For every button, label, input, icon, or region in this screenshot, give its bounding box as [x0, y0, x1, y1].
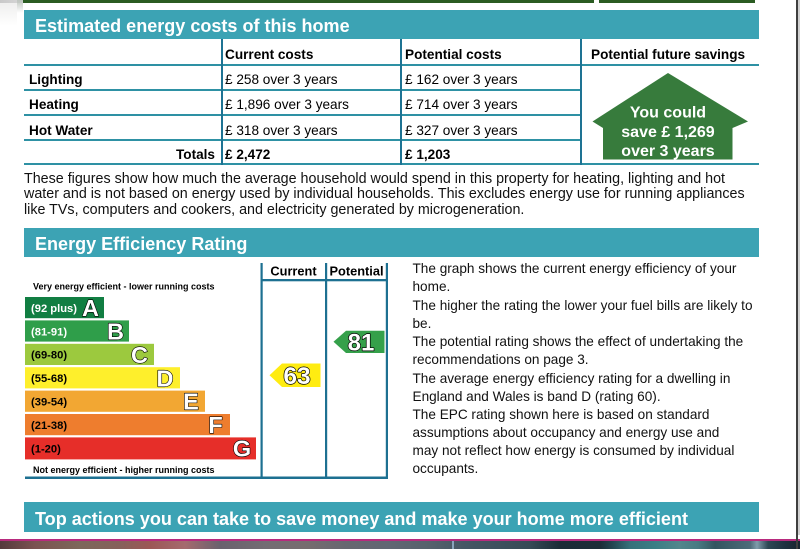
- svg-text:(92 plus): (92 plus): [31, 303, 77, 315]
- svg-text:over 3 years: over 3 years: [621, 143, 715, 160]
- svg-text:Current: Current: [270, 264, 317, 279]
- svg-text:save £ 1,269: save £ 1,269: [621, 124, 715, 141]
- svg-text:(81-91): (81-91): [31, 326, 67, 338]
- svg-text:E: E: [183, 389, 199, 415]
- svg-text:(55-68): (55-68): [31, 373, 67, 385]
- svg-text:B: B: [107, 319, 124, 345]
- svg-text:Very energy efficient - lower: Very energy efficient - lower running co…: [33, 281, 215, 291]
- svg-text:D: D: [157, 365, 174, 391]
- svg-text:F: F: [208, 412, 222, 438]
- svg-text:Potential: Potential: [329, 264, 383, 279]
- svg-text:G: G: [233, 436, 251, 462]
- svg-text:(21-38): (21-38): [31, 420, 67, 432]
- svg-text:C: C: [131, 342, 148, 368]
- svg-text:(69-80): (69-80): [31, 350, 67, 362]
- svg-text:A: A: [82, 295, 99, 321]
- svg-text:(39-54): (39-54): [31, 397, 67, 409]
- svg-text:63: 63: [283, 363, 310, 390]
- svg-text:You could: You could: [630, 105, 706, 122]
- svg-text:Not energy efficient - higher: Not energy efficient - higher running co…: [33, 465, 215, 475]
- svg-text:81: 81: [348, 329, 375, 356]
- svg-text:(1-20): (1-20): [31, 444, 61, 456]
